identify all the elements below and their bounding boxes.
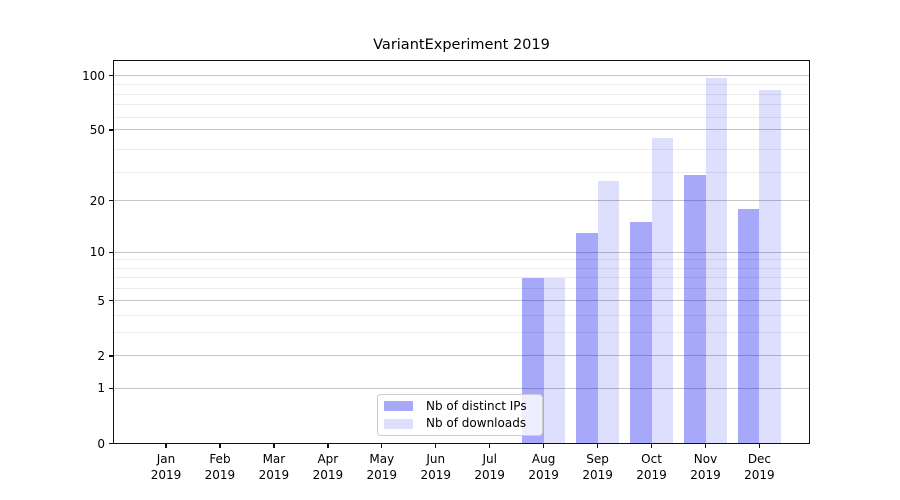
- bar-ips-9: [630, 222, 652, 444]
- x-tick-mark: [273, 443, 275, 448]
- y-tick-label: 10: [89, 245, 105, 260]
- y-tick-label: 100: [82, 68, 105, 83]
- minor-gridline: [113, 259, 810, 261]
- major-gridline: [113, 75, 810, 76]
- x-tick-label: Jan 2019: [150, 452, 182, 482]
- major-gridline: [113, 129, 810, 131]
- major-gridline: [113, 355, 810, 357]
- minor-gridline: [113, 116, 810, 118]
- x-tick-mark: [219, 443, 221, 448]
- x-tick-mark: [165, 443, 167, 448]
- y-tick-mark: [108, 200, 113, 202]
- x-tick-mark: [381, 443, 383, 448]
- bar-ips-10: [684, 175, 706, 444]
- y-tick-label: 1: [97, 381, 105, 396]
- minor-gridline: [113, 332, 810, 334]
- y-tick-mark: [108, 355, 113, 357]
- bar-downloads-9: [651, 138, 674, 444]
- legend-label-downloads: Nb of downloads: [426, 416, 527, 431]
- y-tick-mark: [108, 129, 113, 131]
- x-tick-label: Jun 2019: [420, 452, 452, 482]
- x-tick-mark: [650, 443, 653, 448]
- major-gridline: [113, 300, 810, 302]
- y-tick-mark: [108, 442, 113, 445]
- bar-ips-8: [576, 233, 598, 444]
- y-tick-label: 2: [97, 348, 105, 363]
- y-tick-mark: [108, 299, 113, 302]
- x-tick-mark: [704, 443, 707, 448]
- minor-gridline: [113, 148, 810, 150]
- bar-ips-11: [737, 208, 760, 444]
- major-gridline: [113, 387, 810, 389]
- minor-gridline: [113, 171, 810, 173]
- x-tick-label: Jul 2019: [474, 452, 505, 482]
- legend-label-distinct-ips: Nb of distinct IPs: [426, 398, 527, 413]
- bar-downloads-11: [759, 90, 781, 444]
- minor-gridline: [113, 287, 810, 289]
- x-tick-mark: [758, 443, 761, 448]
- legend-swatch-downloads: [384, 418, 413, 429]
- y-tick-mark: [108, 74, 113, 77]
- x-tick-label: Nov 2019: [690, 452, 721, 482]
- x-tick-label: Sep 2019: [582, 452, 613, 482]
- x-tick-mark: [435, 443, 437, 448]
- minor-gridline: [113, 314, 810, 316]
- legend-item-distinct-ips: Nb of distinct IPs: [384, 397, 536, 415]
- y-tick-label: 20: [89, 193, 105, 208]
- y-tick-label: 50: [89, 122, 105, 137]
- y-tick-mark: [108, 251, 113, 253]
- x-tick-label: Dec 2019: [744, 452, 775, 482]
- x-tick-label: Feb 2019: [204, 452, 236, 482]
- major-gridline: [113, 251, 810, 253]
- legend: Nb of distinct IPs Nb of downloads: [377, 394, 543, 436]
- x-tick-mark: [489, 443, 491, 448]
- legend-swatch-distinct-ips: [384, 401, 413, 412]
- bar-downloads-10: [705, 77, 727, 444]
- chart-title: VariantExperiment 2019: [373, 37, 550, 53]
- bar-downloads-8: [597, 180, 620, 444]
- x-tick-label: Mar 2019: [258, 452, 290, 482]
- x-tick-label: May 2019: [366, 452, 398, 482]
- legend-item-downloads: Nb of downloads: [384, 415, 536, 433]
- minor-gridline: [113, 104, 810, 106]
- x-tick-label: Aug 2019: [528, 452, 559, 482]
- x-tick-mark: [327, 443, 329, 448]
- minor-gridline: [113, 84, 810, 86]
- minor-gridline: [113, 93, 810, 95]
- plot-area: [113, 59, 810, 444]
- major-gridline: [113, 200, 810, 202]
- x-tick-label: Oct 2019: [636, 452, 667, 482]
- x-tick-mark: [596, 443, 599, 448]
- x-tick-label: Apr 2019: [312, 452, 344, 482]
- bar-downloads-7: [543, 277, 566, 444]
- minor-gridline: [113, 267, 810, 269]
- minor-gridline: [113, 277, 810, 279]
- x-tick-mark: [542, 443, 545, 448]
- y-tick-label: 5: [97, 293, 105, 308]
- y-tick-mark: [108, 387, 113, 389]
- y-tick-label: 0: [97, 436, 105, 451]
